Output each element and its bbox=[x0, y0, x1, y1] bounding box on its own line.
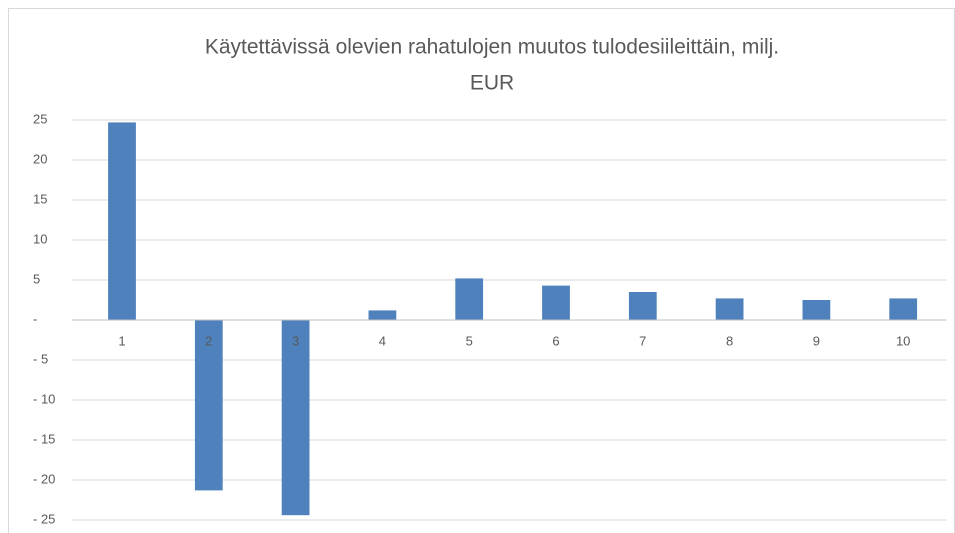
y-tick-label: - 25 bbox=[33, 511, 55, 526]
y-tick-label: 10 bbox=[33, 231, 47, 246]
y-tick-label: 5 bbox=[33, 271, 40, 286]
y-tick-label: - 20 bbox=[33, 471, 55, 486]
y-tick-label: - 15 bbox=[33, 431, 55, 446]
bar bbox=[628, 292, 657, 320]
bar bbox=[542, 285, 570, 320]
chart-title: EUR bbox=[470, 72, 514, 95]
bar bbox=[802, 300, 831, 320]
y-tick-label: - 10 bbox=[33, 391, 55, 406]
bar bbox=[281, 320, 310, 516]
bar bbox=[889, 298, 918, 320]
x-tick-label: 3 bbox=[292, 333, 299, 348]
x-tick-label: 5 bbox=[466, 333, 473, 348]
chart-title: Käytettävissä olevien rahatulojen muutos… bbox=[205, 36, 779, 59]
x-tick-label: 8 bbox=[726, 333, 733, 348]
bar bbox=[108, 122, 136, 321]
bar bbox=[715, 298, 744, 320]
bar bbox=[368, 310, 397, 320]
y-tick-label: - bbox=[33, 311, 37, 326]
bar bbox=[194, 320, 223, 491]
x-tick-label: 4 bbox=[379, 333, 386, 348]
bar bbox=[455, 278, 484, 320]
x-tick-label: 7 bbox=[639, 333, 646, 348]
x-tick-label: 6 bbox=[552, 333, 559, 348]
y-tick-label: 20 bbox=[33, 151, 47, 166]
x-tick-label: 1 bbox=[118, 333, 125, 348]
y-tick-label: - 5 bbox=[33, 351, 48, 366]
x-tick-label: 9 bbox=[813, 333, 820, 348]
y-tick-label: 25 bbox=[33, 111, 47, 126]
y-tick-label: 15 bbox=[33, 191, 47, 206]
x-tick-label: 2 bbox=[205, 333, 212, 348]
chart-border bbox=[8, 8, 955, 533]
x-tick-label: 10 bbox=[896, 333, 910, 348]
